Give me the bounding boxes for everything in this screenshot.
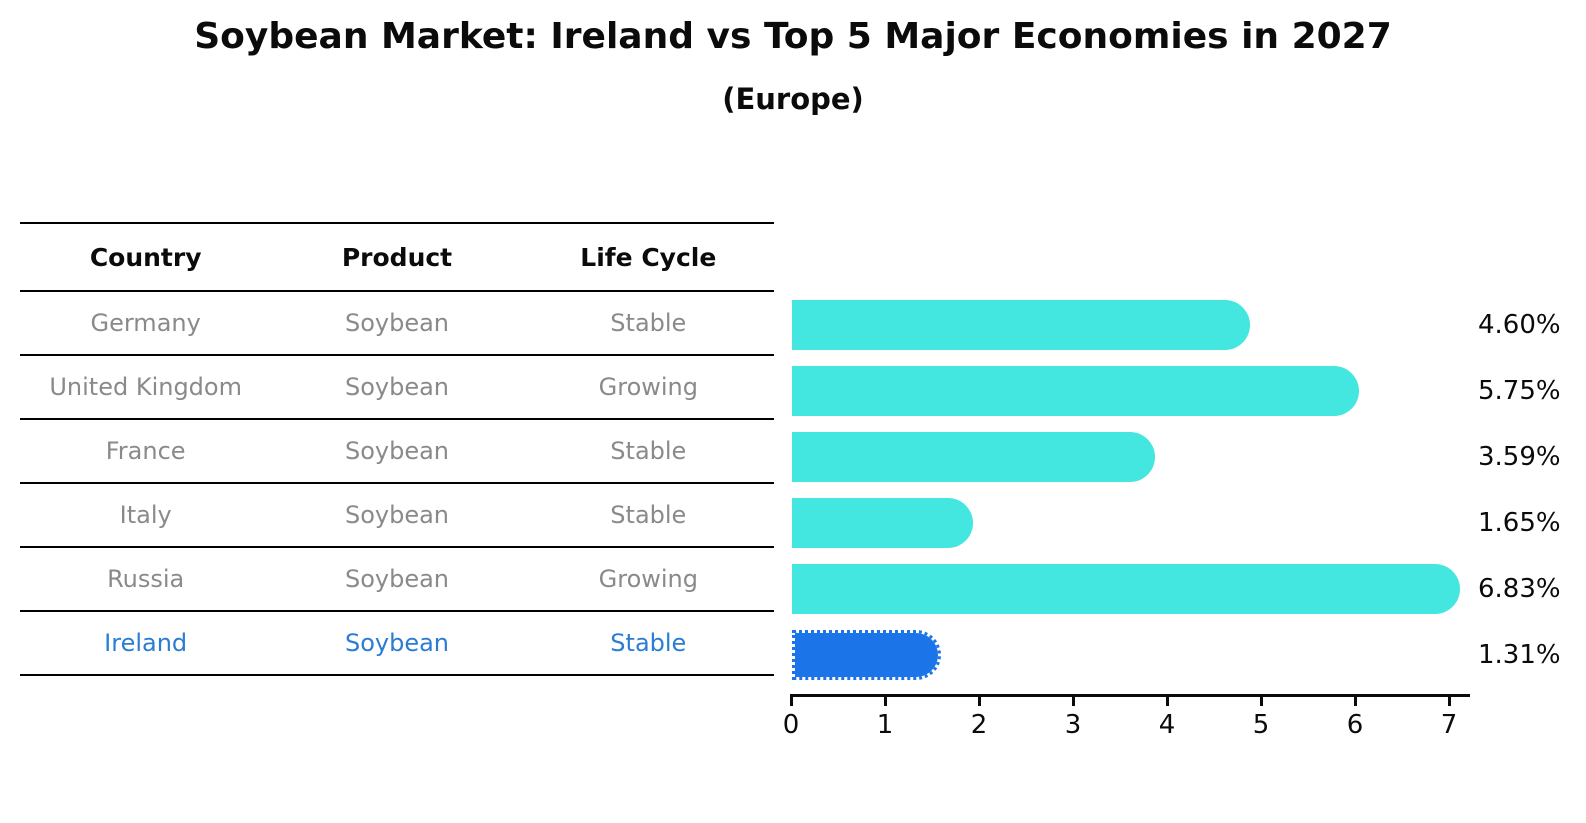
table-row-france: France Soybean Stable (20, 418, 774, 482)
value-label-row: 4.60% (1478, 292, 1586, 358)
column-header-product: Product (341, 242, 453, 272)
cell-life-cycle: Growing (598, 565, 698, 593)
cell-product: Soybean (344, 501, 450, 529)
cell-life-cycle: Stable (610, 309, 687, 337)
cell-life-cycle: Stable (610, 501, 687, 529)
tick-mark (977, 694, 981, 706)
bar-row-france (792, 424, 1472, 490)
tick-label: 7 (1440, 710, 1458, 740)
bar-row-russia (792, 556, 1472, 622)
cell-country: United Kingdom (49, 373, 242, 401)
cell-country: France (105, 437, 186, 465)
value-label-germany: 4.60% (1478, 310, 1561, 340)
bar-russia (792, 564, 1460, 614)
bar-chart-plot-area (792, 292, 1472, 688)
value-label-italy: 1.65% (1478, 508, 1561, 538)
tick-mark (883, 694, 887, 706)
cell-life-cycle: Stable (610, 629, 687, 657)
tick-label: 0 (782, 710, 800, 740)
cell-country: Germany (90, 309, 201, 337)
bar-ireland-highlighted (792, 630, 941, 680)
x-axis-ticks: 0 1 2 3 4 5 6 7 (783, 694, 1470, 744)
table-header-row: Country Product Life Cycle (20, 224, 774, 290)
cell-life-cycle: Growing (598, 373, 698, 401)
column-header-life-cycle: Life Cycle (580, 242, 717, 272)
value-label-russia: 6.83% (1478, 574, 1561, 604)
tick-label: 1 (876, 710, 894, 740)
chart-title: Soybean Market: Ireland vs Top 5 Major E… (194, 16, 1392, 57)
value-label-row: 5.75% (1478, 358, 1586, 424)
bar-row-ireland (792, 622, 1472, 688)
tick-mark (1447, 694, 1451, 706)
tick-mark (1353, 694, 1357, 706)
chart-subtitle: (Europe) (722, 82, 864, 116)
value-label-united-kingdom: 5.75% (1478, 376, 1561, 406)
bar-italy (792, 498, 973, 548)
bar-france (792, 432, 1155, 482)
value-label-row: 3.59% (1478, 424, 1586, 490)
bar-row-united-kingdom (792, 358, 1472, 424)
tick-label: 5 (1252, 710, 1270, 740)
bar-germany (792, 300, 1250, 350)
value-label-row: 1.65% (1478, 490, 1586, 556)
tick-mark (1165, 694, 1169, 706)
cell-product: Soybean (344, 565, 450, 593)
tick-mark (1259, 694, 1263, 706)
table-row-italy: Italy Soybean Stable (20, 482, 774, 546)
cell-life-cycle: Stable (610, 437, 687, 465)
x-axis-line (791, 694, 1470, 697)
bar-row-germany (792, 292, 1472, 358)
cell-product: Soybean (344, 437, 450, 465)
tick-label: 2 (970, 710, 988, 740)
cell-country: Italy (119, 501, 172, 529)
value-label-ireland: 1.31% (1478, 640, 1561, 670)
table-row-germany: Germany Soybean Stable (20, 290, 774, 354)
column-header-country: Country (89, 242, 202, 272)
cell-country: Russia (107, 565, 185, 593)
tick-label: 6 (1346, 710, 1364, 740)
table-row-ireland: Ireland Soybean Stable (20, 610, 774, 674)
tick-mark (1071, 694, 1075, 706)
tick-mark (789, 694, 793, 706)
value-label-row: 1.31% (1478, 622, 1586, 688)
table-row-russia: Russia Soybean Growing (20, 546, 774, 610)
cell-product: Soybean (344, 373, 450, 401)
bar-row-italy (792, 490, 1472, 556)
value-label-france: 3.59% (1478, 442, 1561, 472)
country-table: Country Product Life Cycle Germany Soybe… (20, 222, 774, 676)
bar-united-kingdom (792, 366, 1359, 416)
tick-label: 4 (1158, 710, 1176, 740)
table-row-united-kingdom: United Kingdom Soybean Growing (20, 354, 774, 418)
bar-value-labels: 4.60% 5.75% 3.59% 1.65% 6.83% 1.31% (1478, 292, 1586, 688)
tick-label: 3 (1064, 710, 1082, 740)
cell-product: Soybean (344, 629, 450, 657)
cell-country: Ireland (104, 629, 188, 657)
cell-product: Soybean (344, 309, 450, 337)
value-label-row: 6.83% (1478, 556, 1586, 622)
